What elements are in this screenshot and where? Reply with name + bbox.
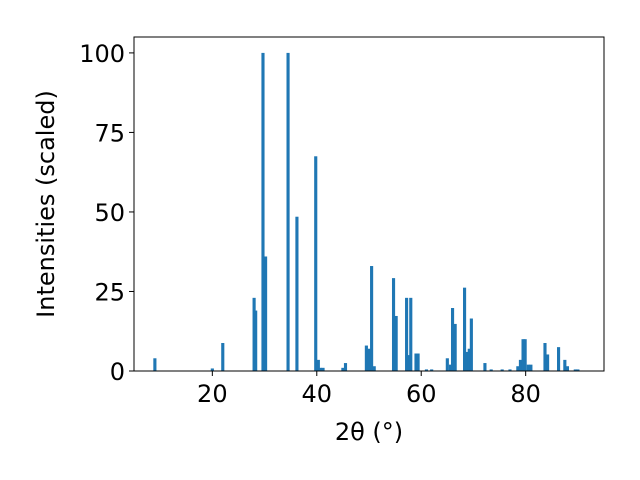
bar — [295, 216, 299, 371]
bar — [469, 318, 473, 371]
x-axis-label: 2θ (°) — [335, 418, 403, 446]
bar — [450, 308, 455, 371]
bar — [424, 369, 429, 371]
bar — [448, 364, 453, 371]
bar — [543, 343, 547, 371]
bar — [563, 359, 567, 371]
y-tick-label: 0 — [110, 358, 125, 386]
bar — [286, 52, 290, 372]
bar — [576, 369, 580, 371]
x-tick-label: 60 — [406, 380, 437, 408]
bar — [416, 353, 420, 371]
x-tick-label: 40 — [302, 380, 333, 408]
bar — [573, 369, 577, 371]
y-tick-label: 100 — [79, 40, 125, 68]
bar — [523, 339, 527, 371]
bar — [316, 359, 320, 371]
y-tick-label: 75 — [94, 119, 125, 147]
bar — [372, 366, 376, 371]
bar — [463, 287, 467, 371]
bar — [467, 348, 471, 371]
bar — [394, 315, 398, 371]
bar — [516, 366, 520, 371]
bar — [565, 366, 570, 371]
bar — [453, 323, 457, 371]
bar — [508, 369, 512, 371]
bar — [321, 367, 325, 371]
bar — [465, 351, 469, 371]
bar — [314, 156, 318, 371]
bar — [210, 368, 214, 371]
y-axis-ticks: 0 25 50 75 100 — [79, 40, 134, 386]
bar — [546, 354, 550, 371]
bar — [518, 359, 523, 371]
x-tick-label: 80 — [510, 380, 541, 408]
bar — [407, 355, 411, 371]
bar — [221, 343, 225, 371]
y-tick-label: 50 — [94, 199, 125, 227]
bar — [405, 297, 409, 371]
bar — [252, 297, 256, 371]
y-tick-label: 25 — [94, 278, 125, 306]
bar — [445, 358, 449, 371]
bar — [367, 348, 371, 371]
bar — [153, 358, 157, 371]
bar — [483, 363, 487, 371]
bar — [430, 369, 434, 371]
bar — [529, 364, 533, 371]
bar — [414, 353, 418, 371]
bar — [391, 278, 396, 371]
bar — [557, 347, 561, 371]
bars-group — [153, 52, 580, 372]
bar — [341, 367, 345, 371]
plot-frame — [133, 36, 605, 372]
x-tick-label: 20 — [197, 380, 228, 408]
bar — [364, 345, 368, 371]
bar — [409, 297, 413, 371]
bar — [264, 256, 268, 371]
bar — [370, 266, 374, 371]
bar — [254, 310, 258, 371]
x-axis-ticks: 20 40 60 80 — [197, 371, 541, 408]
y-axis-label: Intensities (scaled) — [32, 90, 60, 318]
bar — [261, 52, 265, 372]
bar — [343, 363, 348, 371]
bar — [318, 367, 322, 371]
bar — [521, 339, 525, 371]
bar — [526, 364, 530, 371]
bar — [489, 369, 493, 371]
bar — [500, 369, 504, 371]
